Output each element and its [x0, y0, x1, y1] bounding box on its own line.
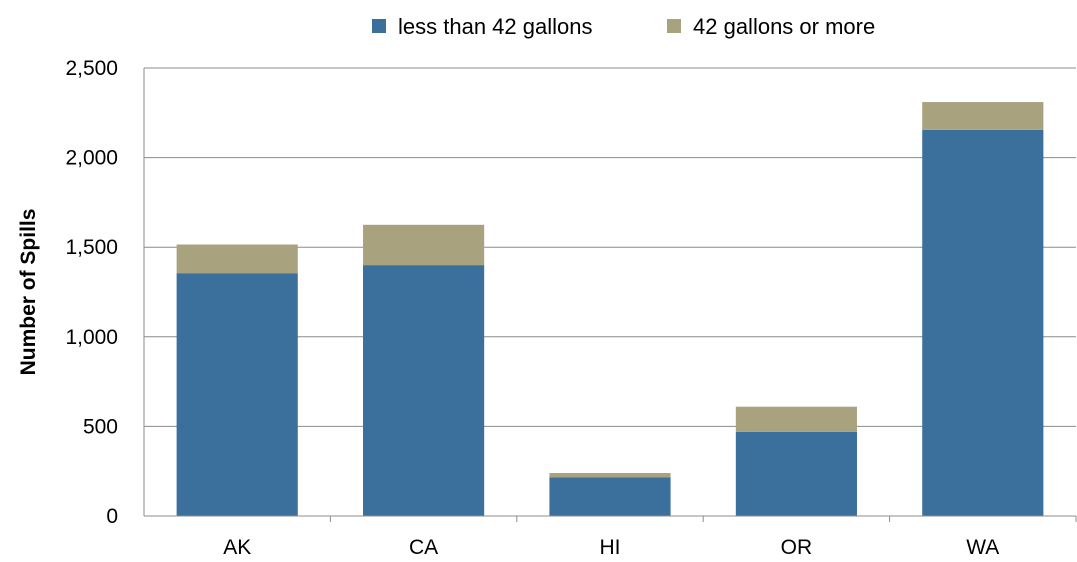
- y-tick-label: 2,500: [65, 57, 118, 80]
- gridlines: [144, 67, 1076, 427]
- x-tick-label: HI: [600, 536, 621, 559]
- y-tick-label: 1,000: [65, 326, 118, 349]
- legend: less than 42 gallons 42 gallons or more: [372, 14, 875, 39]
- bar-or-series-1: [735, 406, 857, 432]
- legend-label-0: less than 42 gallons: [398, 14, 592, 39]
- legend-swatch-0: [372, 19, 386, 33]
- bar-hi-series-0: [549, 477, 671, 516]
- bar-hi-series-1: [549, 472, 671, 478]
- tick-labels: 0 500 1,000 1,500 2,000 2,500 AK CA HI OR WA: [65, 57, 999, 559]
- y-tick-label: 500: [83, 415, 118, 438]
- y-tick-label: 1,500: [65, 236, 118, 259]
- bars: [176, 102, 1044, 516]
- bar-or-series-0: [735, 431, 857, 516]
- legend-label-1: 42 gallons or more: [693, 14, 875, 39]
- bar-ak-series-0: [176, 273, 298, 516]
- y-axis-title: Number of Spills: [17, 209, 40, 376]
- bar-wa-series-1: [922, 102, 1044, 130]
- legend-swatch-1: [667, 19, 681, 33]
- y-tick-label: 2,000: [65, 147, 118, 170]
- x-tick-label: CA: [409, 536, 438, 559]
- y-tick-label: 0: [106, 505, 118, 528]
- x-tick-label: AK: [223, 536, 251, 559]
- x-tick-label: WA: [966, 536, 999, 559]
- bar-wa-series-0: [922, 129, 1044, 516]
- axes: [143, 68, 1077, 522]
- bar-ak-series-1: [176, 244, 298, 274]
- x-tick-label: OR: [781, 536, 813, 559]
- bar-ca-series-0: [363, 265, 485, 516]
- bar-ca-series-1: [363, 224, 485, 266]
